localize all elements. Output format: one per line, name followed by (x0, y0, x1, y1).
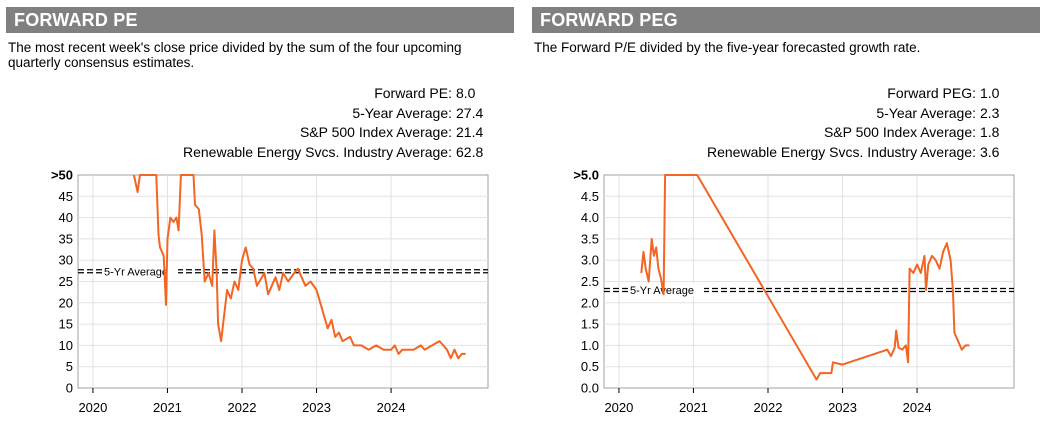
x-tick-label: 2024 (903, 400, 932, 415)
y-tick-label: 2.5 (581, 274, 599, 289)
stat-row: Forward PE: 8.0 (183, 84, 494, 104)
forward-pe-panel: FORWARD PE The most recent week's close … (0, 0, 518, 432)
stat-value: 27.4 (456, 104, 484, 121)
stat-value: 2.3 (980, 104, 1000, 121)
stat-row: S&P 500 Index Average: 21.4 (183, 123, 494, 143)
x-tick-label: 2021 (153, 400, 182, 415)
stat-value: 62.8 (456, 143, 484, 160)
y-tick-label: 3.0 (581, 253, 599, 268)
forward-pe-chart: >50 45 40 35 30 25 20 15 10 5 0 2020 2021 2022 2023 202… (51, 168, 489, 415)
y-tick-label: 10 (59, 338, 73, 353)
stat-value: 1.8 (980, 124, 1000, 140)
x-tick-label: 2020 (78, 400, 107, 415)
y-tick-label: >5.0 (573, 168, 599, 183)
x-tick-label: 2024 (377, 400, 406, 415)
y-tick-label: 2.0 (581, 295, 599, 310)
y-tick-label: 0 (66, 381, 73, 396)
stat-row: Renewable Energy Svcs. Industry Average:… (707, 143, 1018, 163)
stat-value: 8.0 (456, 85, 476, 101)
panel-title: FORWARD PE (6, 7, 514, 33)
stats-list: Forward PE: 8.0 5-Year Average: 27.4 S&P 5… (183, 84, 494, 162)
series-line (640, 174, 970, 381)
panel-description: The most recent week's close price divid… (8, 40, 462, 70)
reference-label-bg (628, 284, 704, 297)
y-tick-label: 5 (66, 359, 73, 374)
stat-label: Forward PEG: (887, 85, 976, 101)
forward-peg-panel: FORWARD PEG The Forward P/E divided by t… (526, 0, 1042, 432)
x-tick-label: 2023 (302, 400, 331, 415)
x-tick-label: 2022 (754, 400, 783, 415)
stat-row: 5-Year Average: 2.3 (707, 104, 1018, 124)
stat-value: 3.6 (980, 143, 1000, 160)
stat-label: Renewable Energy Svcs. Industry Average: (182, 143, 452, 160)
stats-list: Forward PEG: 1.0 5-Year Average: 2.3 S&P 5… (707, 84, 1018, 162)
x-tick-label: 2020 (604, 400, 633, 415)
reference-label-bg (102, 265, 178, 278)
y-tick-label: 4.0 (581, 210, 599, 225)
forward-peg-chart: >5.0 4.5 4.0 3.5 3.0 2.5 2.0 1.5 1.0 0.5 0.0 2020 20… (573, 168, 1015, 415)
panel-title: FORWARD PEG (532, 7, 1040, 33)
stat-value: 21.4 (456, 124, 484, 140)
stat-label: 5-Year Average: (352, 104, 452, 121)
stat-label: S&P 500 Index Average: (299, 124, 452, 140)
y-tick-label: 1.0 (581, 338, 599, 353)
stat-row: Renewable Energy Svcs. Industry Average:… (183, 143, 494, 163)
y-tick-label: 15 (59, 317, 73, 332)
x-tick-label: 2023 (828, 400, 857, 415)
reference-label: 5-Yr Average (630, 285, 694, 297)
stat-label: S&P 500 Index Average: (823, 124, 976, 140)
y-tick-label: 30 (59, 253, 73, 268)
stat-row: 5-Year Average: 27.4 (183, 104, 494, 124)
y-tick-label: 3.5 (581, 231, 599, 246)
stat-row: Forward PEG: 1.0 (707, 84, 1018, 104)
stat-label: Renewable Energy Svcs. Industry Average: (706, 143, 976, 160)
y-tick-label: 0.5 (581, 359, 599, 374)
stat-label: Forward PE: (374, 85, 452, 101)
x-tick-label: 2021 (679, 400, 708, 415)
y-tick-label: 4.5 (581, 189, 599, 204)
y-tick-label: 20 (59, 295, 73, 310)
y-tick-label: >50 (51, 168, 73, 183)
x-tick-label: 2022 (228, 400, 257, 415)
panel-description: The Forward P/E divided by the five-year… (534, 40, 921, 55)
stat-row: S&P 500 Index Average: 1.8 (707, 123, 1018, 143)
y-tick-label: 40 (59, 210, 73, 225)
y-tick-label: 45 (59, 189, 73, 204)
y-tick-label: 35 (59, 231, 73, 246)
stat-value: 1.0 (980, 85, 1000, 101)
y-tick-label: 25 (59, 274, 73, 289)
reference-label: 5-Yr Average (104, 266, 168, 278)
series-line (132, 174, 466, 360)
stat-label: 5-Year Average: (876, 104, 976, 121)
y-tick-label: 1.5 (581, 317, 599, 332)
y-tick-label: 0.0 (581, 381, 599, 396)
